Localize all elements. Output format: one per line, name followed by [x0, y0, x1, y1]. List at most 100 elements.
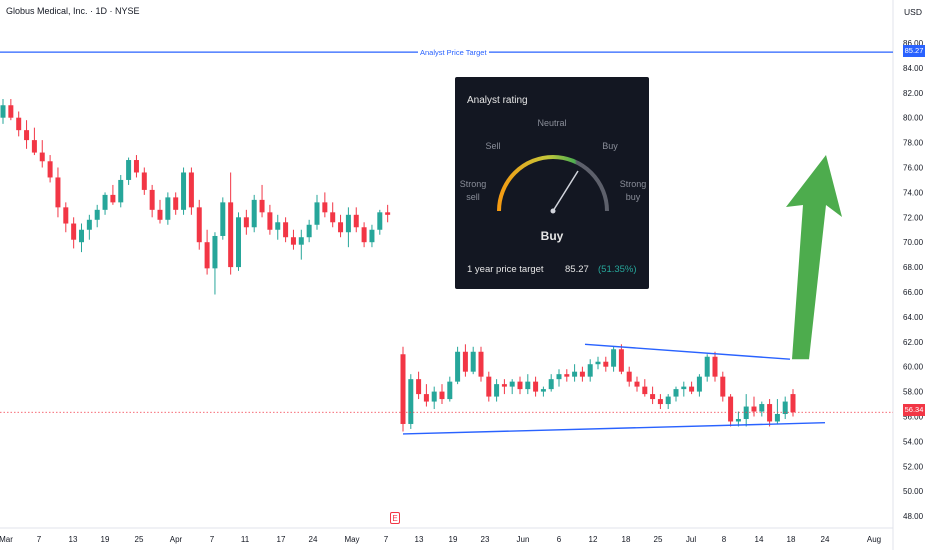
candle-body [767, 404, 773, 422]
candle-body [728, 396, 734, 422]
candle-body [306, 224, 312, 238]
candle-body [618, 349, 624, 372]
candle-body [149, 189, 155, 210]
x-tick-label: 18 [622, 535, 631, 544]
candle-body [587, 364, 593, 377]
candle-body [39, 152, 45, 162]
earnings-marker[interactable]: E [390, 512, 400, 524]
y-tick-label: 78.00 [903, 139, 924, 148]
gauge-needle [552, 170, 579, 212]
candle-body [298, 237, 304, 245]
symbol-header[interactable]: Globus Medical, Inc. · 1D · NYSE [6, 6, 140, 16]
candle-body [188, 172, 194, 208]
candle-body [439, 391, 445, 400]
y-tick-label: 66.00 [903, 288, 924, 297]
candle-body [267, 212, 273, 230]
y-tick-label: 72.00 [903, 213, 924, 222]
x-tick-label: 12 [589, 535, 598, 544]
candle-body [275, 222, 281, 230]
analyst-rating-title: Analyst rating [467, 95, 528, 106]
candle-body [782, 401, 788, 415]
y-tick-label: 76.00 [903, 164, 924, 173]
x-tick-label: 24 [821, 535, 830, 544]
y-tick-label: 56.00 [903, 413, 924, 422]
candle-body [118, 179, 124, 203]
candle-body [243, 217, 249, 228]
x-tick-label: 23 [481, 535, 490, 544]
gauge-label-strong-sell: Strong sell [459, 179, 487, 202]
x-tick-label: 25 [654, 535, 663, 544]
candle-body [696, 376, 702, 392]
currency-label[interactable]: USD [904, 7, 922, 17]
candle-body [212, 235, 218, 269]
y-tick-label: 70.00 [903, 238, 924, 247]
candle-body [79, 229, 84, 243]
candle-body [16, 117, 22, 131]
candle-body [704, 356, 710, 377]
y-tick-label: 62.00 [903, 338, 924, 347]
candle-body [462, 351, 468, 372]
x-tick-label: 25 [135, 535, 144, 544]
candle-body [110, 194, 116, 203]
y-tick-label: 74.00 [903, 188, 924, 197]
candle-body [24, 130, 30, 141]
candle-body [657, 399, 663, 405]
candle-body [665, 396, 671, 405]
candle-body [361, 227, 367, 243]
x-tick-label: 24 [309, 535, 318, 544]
rating-value: Buy [540, 229, 564, 243]
candle-body [173, 197, 179, 210]
x-tick-label: 8 [722, 535, 727, 544]
candle-body [735, 418, 741, 422]
x-tick-label: 6 [557, 535, 562, 544]
candle-body [517, 381, 523, 390]
candle-body [533, 381, 539, 392]
analyst-price-target-label: Analyst Price Target [418, 48, 489, 57]
candle-body [102, 194, 108, 210]
candle-body [338, 222, 344, 233]
candle-body [385, 212, 391, 215]
x-tick-label: Jun [517, 535, 530, 544]
candle-body [486, 376, 492, 397]
candle-body [133, 160, 139, 173]
candle-body [642, 386, 648, 395]
x-tick-label: 13 [415, 535, 424, 544]
y-tick-label: 80.00 [903, 114, 924, 123]
candle-body [759, 404, 765, 412]
x-tick-label: 7 [37, 535, 42, 544]
x-tick-label: 7 [384, 535, 389, 544]
candle-body [540, 389, 546, 392]
candle-body [220, 202, 226, 236]
candle-body [165, 197, 171, 220]
candle-body [603, 361, 609, 367]
candle-body [322, 202, 328, 213]
y-tick-label: 84.00 [903, 64, 924, 73]
candle-body [408, 379, 414, 424]
y-tick-label: 52.00 [903, 462, 924, 471]
price-target-value: 85.27 [565, 264, 589, 275]
x-tick-label: Jul [686, 535, 696, 544]
candle-body [283, 222, 289, 238]
candle-body [196, 207, 202, 243]
rating-gauge [497, 155, 609, 214]
x-tick-label: May [344, 535, 359, 544]
candle-body [55, 177, 61, 208]
candle-body [71, 223, 77, 240]
candle-body [455, 351, 461, 382]
candle-body [790, 394, 796, 413]
price-target-percent: (51.35%) [598, 264, 637, 275]
x-tick-label: 14 [755, 535, 764, 544]
gauge-label-sell: Sell [485, 141, 501, 151]
candle-body [681, 386, 687, 390]
y-tick-label: 48.00 [903, 512, 924, 521]
candle-body [431, 391, 437, 402]
candle-body [204, 242, 210, 269]
candle-body [743, 406, 749, 419]
candle-body [400, 354, 406, 424]
x-tick-label: Aug [867, 535, 881, 544]
candle-body [47, 161, 53, 178]
candle-body [94, 209, 100, 220]
gauge-pivot [550, 208, 556, 214]
candle-body [712, 356, 718, 377]
candle-body [548, 379, 554, 390]
